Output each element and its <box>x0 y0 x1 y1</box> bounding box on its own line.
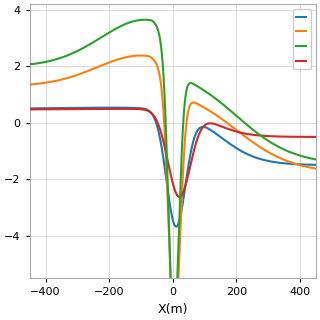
Legend: , , , : , , , <box>293 9 311 69</box>
X-axis label: X(m): X(m) <box>157 303 188 316</box>
